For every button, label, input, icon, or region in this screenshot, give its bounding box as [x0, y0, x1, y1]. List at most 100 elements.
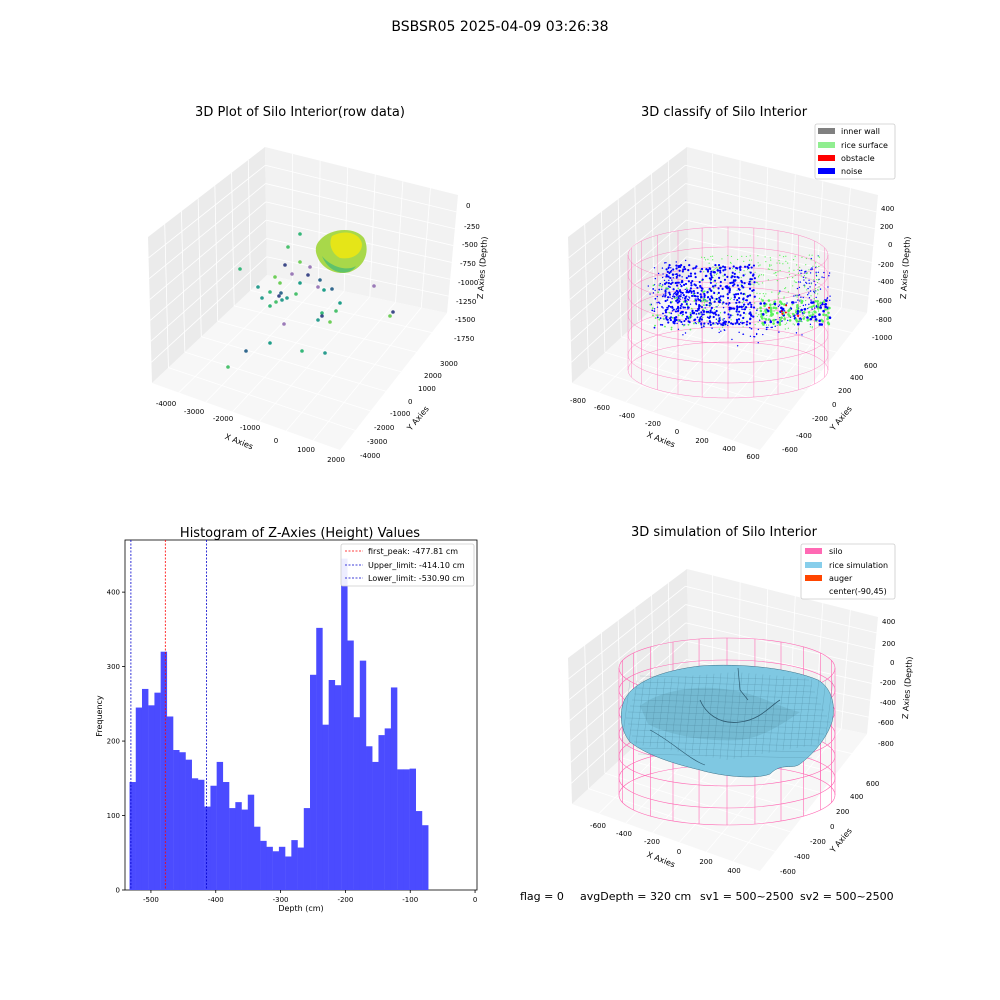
pane-gridline	[266, 256, 449, 297]
classify-rice-point	[813, 320, 816, 322]
classify-noise-dense-point	[681, 279, 684, 283]
classify-noise-dense-point	[717, 287, 720, 290]
classify-noise-dense-point	[665, 268, 668, 271]
classify-noise-point	[809, 290, 812, 292]
classify-rice-point	[782, 263, 784, 265]
classify-rice-point	[713, 274, 715, 276]
classify-left-point	[677, 319, 680, 322]
classify-noise-point	[807, 307, 809, 310]
classify-rice-dense-point	[781, 307, 785, 311]
mesh-line	[754, 674, 764, 756]
classify-left-point	[703, 299, 706, 302]
classify-noise-dense-point	[705, 310, 708, 313]
classify-rice-point	[759, 293, 761, 295]
classify-x-tick: -800	[570, 397, 586, 405]
classify-left-point	[664, 295, 666, 298]
classify-noise-dense-point	[736, 298, 739, 302]
legend-label-first-peak: first_peak: -477.81 cm	[368, 547, 458, 556]
classify-obstacle-point	[797, 314, 800, 317]
classify-noise-dense-point	[712, 322, 715, 325]
classify-rice-dense-point	[761, 299, 765, 302]
classify-noise-dense-point	[710, 306, 713, 309]
classify-rice-point	[803, 274, 806, 277]
raw-point	[372, 284, 376, 288]
classify-noise-point	[801, 312, 804, 314]
classify-rice-point	[759, 264, 761, 266]
classify-left-point	[666, 299, 669, 301]
classify-rice-point	[784, 323, 786, 326]
classify-rice-dense-point	[824, 313, 828, 317]
classify-rice-point	[783, 297, 785, 299]
classify-rice-dense-point	[766, 309, 770, 313]
classify-noise-point	[689, 303, 692, 305]
classify-noise-point	[682, 334, 684, 336]
classify-rice-point	[797, 272, 800, 274]
simulation-z-tick: -600	[878, 719, 894, 727]
classify-noise-dense-point	[683, 265, 686, 269]
classify-noise-dense-point	[676, 292, 679, 296]
classify-rice-dense-point	[794, 318, 798, 322]
classify-noise-dense-point	[715, 297, 718, 301]
panel-classify-title: 3D classify of Silo Interior	[641, 105, 808, 120]
pane-gridline	[265, 164, 457, 213]
pane-gridline	[686, 238, 871, 280]
pane-gridline	[570, 238, 687, 342]
raw-y-tick: -1000	[390, 410, 410, 418]
classify-rice-dense-point	[759, 302, 763, 305]
classify-noise-point	[828, 275, 830, 277]
classify-noise-point	[802, 304, 805, 307]
simulation-y-tick: 200	[836, 808, 849, 816]
classify-noise-dense-point	[713, 271, 716, 274]
classify-noise-dense-point	[675, 273, 678, 276]
classify-noise-point	[810, 299, 812, 301]
classify-noise-point	[777, 305, 780, 308]
classify-noise-dense-point	[732, 279, 735, 282]
raw-point	[282, 322, 286, 326]
mesh-line	[768, 675, 778, 753]
classify-noise-point	[677, 328, 680, 331]
raw-point	[306, 273, 310, 277]
raw-x-label: X Axies	[224, 432, 255, 451]
classify-rice-dense-point	[764, 311, 768, 314]
classify-rice-dense-point	[772, 318, 776, 322]
classify-rice-dense-point	[764, 317, 768, 321]
histogram-bar	[154, 692, 161, 890]
classify-noise-dense-point	[705, 303, 708, 307]
classify-noise-dense-point	[671, 281, 674, 284]
classify-noise-dense-point	[681, 270, 684, 273]
pane-gridline	[201, 336, 386, 392]
histogram-bar	[415, 811, 423, 890]
classify-noise-point	[808, 279, 810, 281]
raw-x-tick: 2000	[327, 456, 345, 464]
classify-rice-point	[755, 312, 757, 314]
pane-gridline	[568, 183, 686, 280]
classify-noise-point	[681, 276, 683, 278]
classify-noise-dense-point	[738, 305, 741, 308]
classify-noise-dense-point	[719, 271, 722, 274]
classify-rice-dense-point	[778, 300, 782, 303]
pane-gridline	[184, 351, 371, 412]
raw-point	[308, 265, 312, 269]
classify-left-point	[654, 324, 656, 327]
pane-gridline	[250, 290, 432, 333]
histogram-title: Histogram of Z-Axies (Height) Values	[180, 526, 420, 541]
classify-rice-dense-point	[796, 310, 800, 313]
classify-rice-dense-point	[816, 299, 820, 303]
classify-noise-point	[774, 325, 776, 328]
classify-rice-dense-point	[772, 322, 775, 325]
classify-left-point	[690, 292, 693, 294]
simulation-z-tick: 200	[882, 640, 895, 648]
classify-rice-point	[744, 273, 746, 275]
classify-rice-point	[813, 298, 815, 300]
classify-noise-dense-point	[710, 270, 713, 273]
pane-gridline	[265, 201, 454, 246]
classify-rice-point	[818, 286, 820, 288]
raw-point	[238, 267, 242, 271]
classify-noise-dense-point	[700, 267, 704, 271]
simulation-y-tick: 0	[830, 823, 834, 831]
classify-rice-point	[712, 259, 714, 261]
classify-rice-point	[810, 283, 813, 285]
classify-left-point	[690, 307, 693, 310]
classify-noise-dense-point	[733, 293, 736, 296]
classify-left-point	[667, 287, 669, 290]
